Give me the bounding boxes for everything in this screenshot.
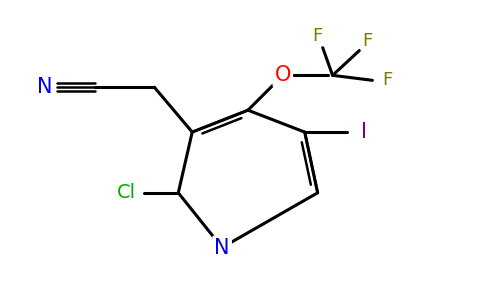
Text: O: O — [274, 65, 291, 85]
Text: N: N — [37, 77, 53, 97]
Text: F: F — [363, 32, 373, 50]
Text: Cl: Cl — [117, 183, 136, 202]
Text: N: N — [214, 238, 230, 257]
Text: F: F — [382, 71, 393, 89]
Text: I: I — [362, 122, 367, 142]
Text: F: F — [313, 26, 323, 44]
